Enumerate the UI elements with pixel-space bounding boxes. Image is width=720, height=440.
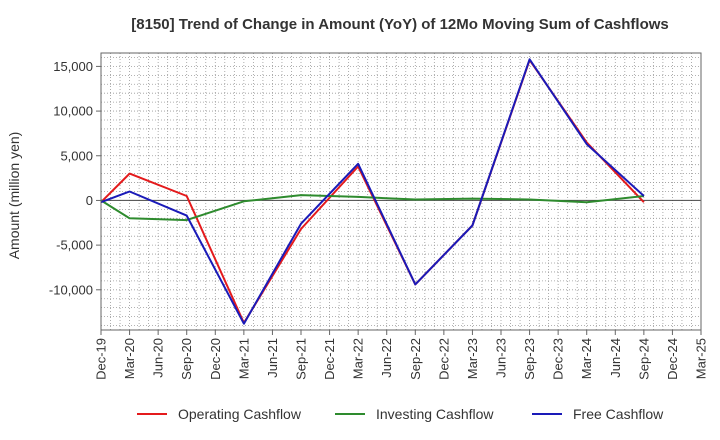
grid <box>100 53 702 330</box>
x-tick-label: Sep-23 <box>522 338 537 380</box>
y-axis-ticks: 15,000 10,000 5,000 0 -5,000 -10,000 <box>49 59 101 297</box>
x-tick-label: Dec-22 <box>436 338 451 380</box>
x-tick-label: Jun-24 <box>608 338 623 378</box>
y-tick-label: 5,000 <box>60 148 93 163</box>
y-tick-label: 15,000 <box>53 59 93 74</box>
x-tick-label: Dec-23 <box>551 338 566 380</box>
chart-title: [8150] Trend of Change in Amount (YoY) o… <box>131 16 669 33</box>
x-tick-label: Sep-21 <box>294 338 309 380</box>
x-tick-label: Dec-19 <box>94 338 109 380</box>
plot-frame <box>100 52 702 331</box>
legend-label-operating-cashflow: Operating Cashflow <box>178 406 302 422</box>
x-tick-label: Sep-20 <box>179 338 194 380</box>
legend-label-investing-cashflow: Investing Cashflow <box>376 406 494 422</box>
x-tick-label: Jun-20 <box>151 338 166 378</box>
x-tick-label: Sep-22 <box>408 338 423 380</box>
free-cashflow-line <box>100 58 645 325</box>
x-tick-label: Dec-20 <box>208 338 223 380</box>
x-tick-label: Mar-23 <box>465 338 480 379</box>
x-axis-ticks: Dec-19 Mar-20 Jun-20 Sep-20 Dec-20 Mar-21 Jun-… <box>94 330 709 380</box>
x-tick-label: Mar-20 <box>122 338 137 379</box>
x-tick-label: Jun-22 <box>379 338 394 378</box>
y-tick-label: 0 <box>86 193 93 208</box>
series-lines <box>100 58 645 325</box>
x-tick-label: Mar-25 <box>694 338 709 379</box>
x-tick-label: Jun-21 <box>265 338 280 378</box>
x-tick-label: Dec-24 <box>665 338 680 380</box>
legend-label-free-cashflow: Free Cashflow <box>573 406 664 422</box>
x-tick-label: Mar-22 <box>351 338 366 379</box>
x-tick-label: Mar-24 <box>579 338 594 379</box>
y-tick-label: -5,000 <box>56 238 93 253</box>
y-axis-title: Amount (million yen) <box>6 132 22 260</box>
x-tick-label: Jun-23 <box>494 338 509 378</box>
x-tick-label: Mar-21 <box>236 338 251 379</box>
x-tick-label: Sep-24 <box>636 338 651 380</box>
y-tick-label: 10,000 <box>53 104 93 119</box>
investing-cashflow-line <box>100 194 645 222</box>
x-tick-label: Dec-21 <box>322 338 337 380</box>
legend: Operating Cashflow Investing Cashflow Free… <box>137 406 664 422</box>
y-tick-label: -10,000 <box>49 282 93 297</box>
